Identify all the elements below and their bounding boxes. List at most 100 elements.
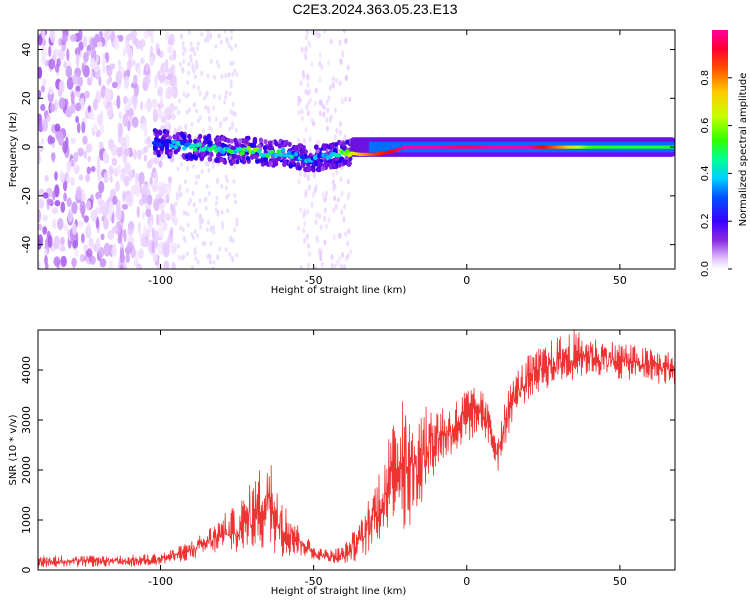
noise-blob: [83, 150, 88, 159]
ridge-point: [239, 151, 245, 156]
noise-blob: [231, 72, 235, 77]
noise-blob: [157, 226, 164, 239]
band-blob: [182, 134, 187, 140]
noise-blob: [344, 75, 348, 82]
band-blob: [274, 141, 279, 147]
noise-blob: [130, 59, 136, 66]
noise-blob: [328, 84, 332, 91]
x-tick-label: 50: [613, 575, 627, 588]
y-tick-label: 3000: [20, 406, 33, 434]
band-blob: [332, 163, 337, 169]
band-blob: [258, 137, 264, 143]
noise-blob: [71, 201, 78, 215]
noise-blob: [311, 192, 315, 199]
noise-blob: [224, 247, 228, 253]
noise-blob: [229, 237, 233, 243]
noise-blob: [300, 108, 304, 115]
noise-blob: [305, 104, 309, 111]
noise-blob: [72, 239, 79, 249]
noise-blob: [150, 171, 155, 178]
noise-blob: [341, 252, 345, 258]
y-tick-label: -20: [20, 187, 33, 205]
noise-blob: [81, 62, 86, 74]
noise-blob: [218, 123, 222, 129]
noise-blob: [307, 242, 311, 249]
noise-blob: [198, 115, 202, 120]
band-blob: [301, 161, 306, 167]
noise-blob: [41, 30, 45, 40]
noise-blob: [209, 241, 213, 246]
noise-blob: [231, 238, 235, 244]
noise-blob: [171, 261, 176, 269]
noise-blob: [177, 110, 181, 115]
noise-blob: [38, 260, 41, 269]
noise-blob: [197, 85, 200, 91]
x-tick-label: 50: [613, 274, 627, 287]
x-tick-label: 0: [463, 575, 470, 588]
noise-blob: [206, 220, 210, 226]
noise-blob: [194, 256, 198, 262]
noise-blob: [141, 211, 146, 220]
noise-blob: [232, 178, 236, 184]
noise-blob: [85, 173, 91, 183]
noise-blob: [194, 208, 198, 214]
noise-blob: [62, 141, 68, 154]
noise-blob: [164, 31, 170, 41]
noise-blob: [42, 78, 47, 86]
noise-blob: [185, 188, 189, 193]
noise-blob: [193, 250, 197, 256]
noise-blob: [167, 45, 173, 54]
noise-blob: [182, 235, 186, 241]
noise-blob: [52, 190, 56, 201]
noise-blob: [206, 37, 210, 43]
noise-blob: [77, 147, 84, 157]
noise-blob: [305, 30, 309, 35]
noise-blob: [320, 261, 324, 268]
noise-blob: [71, 160, 75, 167]
noise-blob: [122, 190, 126, 202]
noise-blob: [339, 58, 343, 65]
band-blob: [293, 146, 298, 152]
noise-blob: [344, 38, 348, 45]
y-tick-label: 4000: [20, 356, 33, 384]
noise-blob: [84, 90, 90, 99]
band-blob: [237, 138, 243, 144]
noise-blob: [314, 219, 318, 226]
noise-blob: [234, 127, 238, 133]
noise-blob: [306, 110, 310, 117]
noise-blob: [218, 246, 221, 252]
band-blob: [267, 145, 272, 151]
noise-blob: [159, 202, 164, 211]
y-tick-label: -40: [20, 236, 33, 254]
noise-blob: [162, 212, 169, 220]
x-axis-label: Height of straight line (km): [271, 285, 407, 296]
noise-blob: [48, 58, 56, 70]
noise-blob: [208, 259, 212, 265]
band-blob: [187, 133, 192, 140]
noise-blob: [72, 74, 79, 85]
colorbar: 0.0 0.2 0.4 0.6 0.8 Normalized spectral ampli…: [700, 30, 749, 277]
noise-blob: [44, 60, 48, 67]
noise-blob: [59, 170, 64, 182]
noise-blob: [325, 117, 329, 124]
noise-blob: [41, 118, 49, 132]
noise-blob: [338, 129, 342, 136]
snr-frame: [37, 329, 676, 571]
noise-blob: [306, 173, 310, 180]
noise-blob: [331, 75, 335, 82]
noise-blob: [92, 98, 98, 111]
noise-blob: [81, 121, 86, 134]
noise-blob: [203, 37, 207, 43]
ridge-point: [287, 150, 292, 156]
noise-blob: [41, 85, 45, 93]
noise-blob: [96, 41, 103, 48]
noise-blob: [149, 219, 153, 232]
noise-blob: [321, 191, 325, 198]
noise-blob: [197, 174, 201, 180]
noise-blob: [203, 197, 207, 203]
noise-blob: [338, 255, 341, 262]
noise-blob: [195, 59, 198, 65]
band-blob: [306, 165, 312, 171]
noise-blob: [86, 166, 92, 175]
